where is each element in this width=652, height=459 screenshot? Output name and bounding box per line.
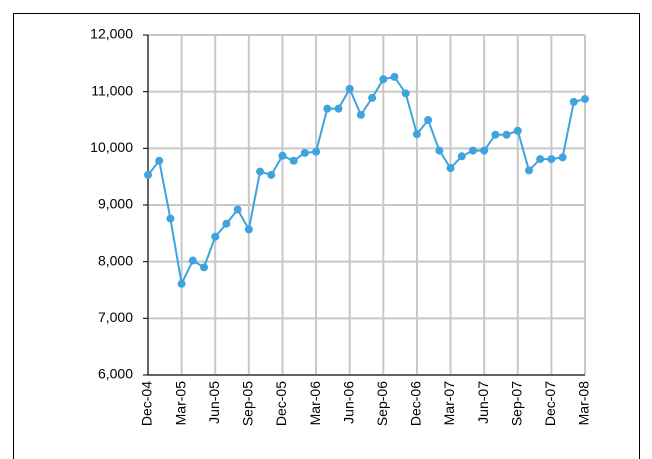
x-tick-label: Mar-07 bbox=[441, 381, 457, 426]
data-point bbox=[569, 97, 578, 106]
data-point bbox=[435, 146, 444, 155]
data-point bbox=[401, 89, 410, 98]
data-point bbox=[457, 152, 466, 161]
x-tick-label: Jun-05 bbox=[206, 381, 222, 424]
x-tick-label: Mar-06 bbox=[307, 381, 323, 426]
data-point bbox=[155, 156, 164, 165]
data-point bbox=[200, 263, 209, 272]
x-tick-label: Dec-06 bbox=[408, 381, 424, 426]
y-tick-label: 12,000 bbox=[90, 26, 133, 42]
data-point bbox=[502, 130, 511, 139]
data-line bbox=[147, 75, 586, 288]
data-point bbox=[278, 151, 287, 160]
x-tick-label: Dec-07 bbox=[542, 381, 558, 426]
data-point bbox=[177, 279, 186, 288]
x-tick-label: Sep-07 bbox=[508, 381, 524, 426]
data-point bbox=[267, 170, 276, 179]
data-point bbox=[222, 219, 231, 228]
data-point bbox=[289, 156, 298, 165]
data-point bbox=[468, 146, 477, 155]
data-point bbox=[166, 214, 175, 223]
x-tick-label: Jun-07 bbox=[475, 381, 491, 424]
data-point bbox=[547, 155, 556, 164]
data-point bbox=[244, 225, 253, 234]
y-tick-label: 11,000 bbox=[91, 82, 133, 98]
data-point bbox=[412, 130, 421, 139]
data-point bbox=[256, 167, 265, 176]
x-tick-label: Dec-05 bbox=[273, 381, 289, 426]
data-point bbox=[312, 147, 321, 156]
data-point bbox=[233, 205, 242, 214]
data-point bbox=[491, 130, 500, 139]
x-tick-label: Dec-04 bbox=[139, 381, 155, 426]
data-point bbox=[345, 84, 354, 93]
data-point bbox=[513, 126, 522, 135]
y-tick-label: 7,000 bbox=[98, 309, 133, 325]
data-point bbox=[446, 164, 455, 173]
data-point bbox=[144, 170, 152, 179]
data-point bbox=[581, 95, 589, 104]
data-point bbox=[524, 166, 533, 175]
data-point bbox=[188, 256, 197, 265]
chart-frame bbox=[13, 13, 640, 459]
data-point bbox=[424, 116, 433, 124]
data-point bbox=[334, 104, 343, 113]
data-point bbox=[390, 72, 399, 81]
data-point bbox=[356, 110, 365, 119]
data-point bbox=[536, 155, 545, 164]
y-tick-label: 10,000 bbox=[90, 139, 133, 155]
y-tick-label: 9,000 bbox=[98, 196, 133, 212]
x-tick-label: Mar-05 bbox=[172, 381, 188, 426]
data-point bbox=[379, 75, 388, 84]
data-point bbox=[480, 146, 489, 155]
x-tick-label: Jun-06 bbox=[340, 381, 356, 424]
x-tick-label: Sep-05 bbox=[240, 381, 256, 426]
x-tick-label: Mar-08 bbox=[576, 381, 592, 426]
data-point bbox=[323, 104, 332, 113]
x-tick-label: Sep-06 bbox=[374, 381, 390, 426]
y-tick-label: 8,000 bbox=[98, 252, 133, 268]
data-point bbox=[300, 148, 309, 157]
data-point bbox=[368, 93, 377, 102]
y-tick-label: 6,000 bbox=[98, 366, 133, 382]
data-point bbox=[558, 153, 567, 162]
data-point bbox=[211, 232, 220, 241]
